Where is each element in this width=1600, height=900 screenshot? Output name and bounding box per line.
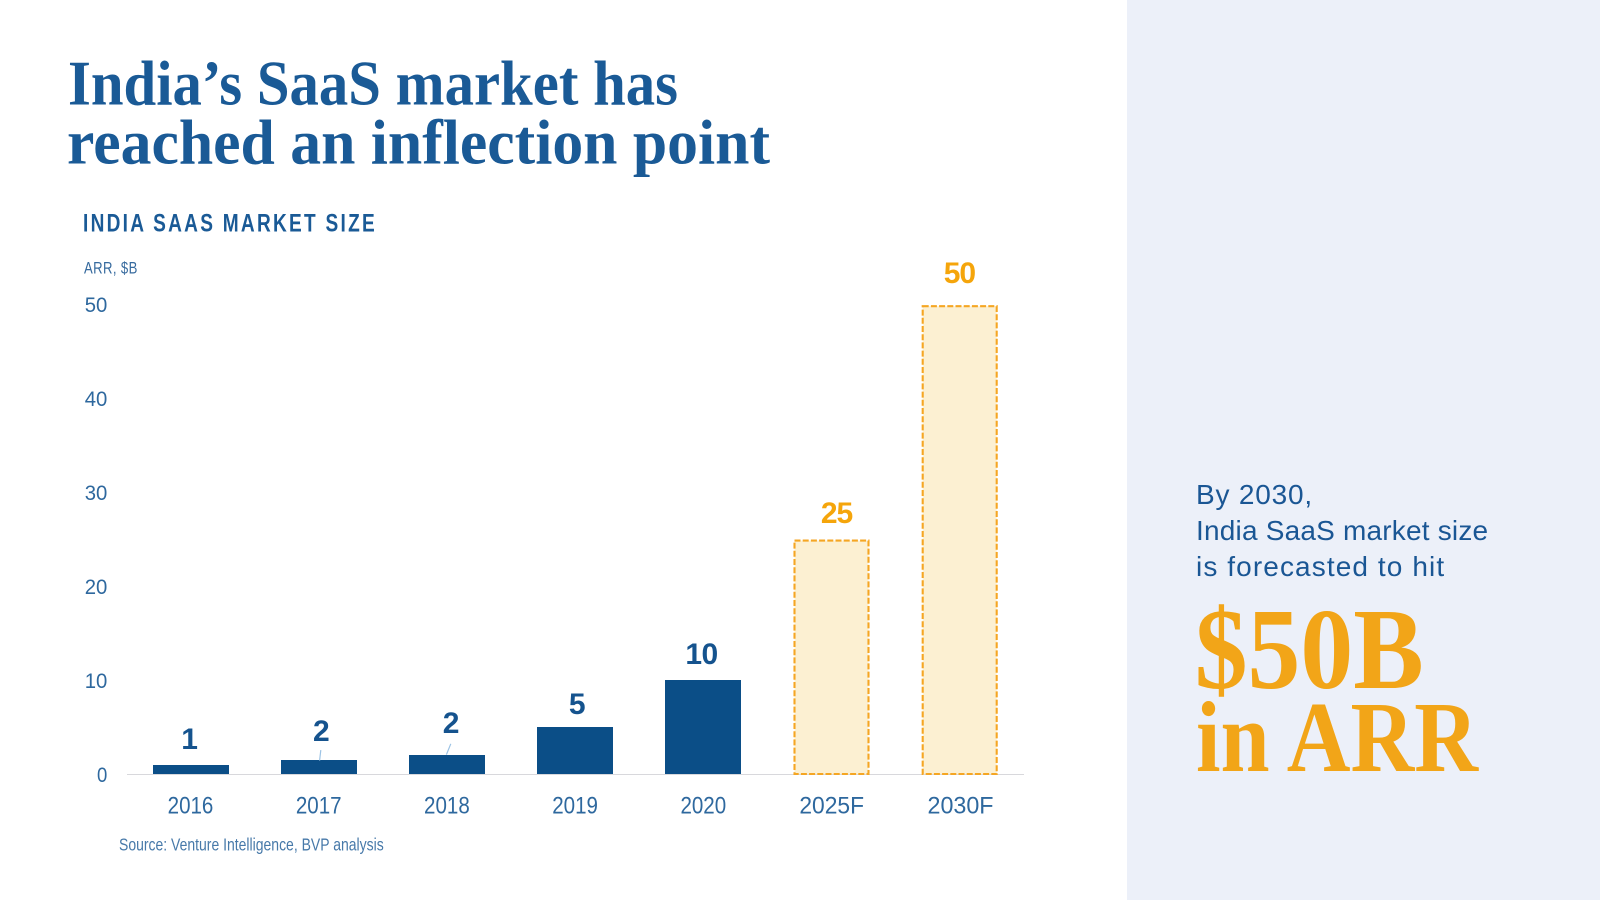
svg-text:in ARR: in ARR [1196,681,1479,793]
svg-text:0: 0 [97,764,107,787]
svg-text:2019: 2019 [552,793,598,820]
svg-text:2025F: 2025F [799,793,864,820]
svg-text:40: 40 [85,388,108,411]
svg-text:reached an inflection point: reached an inflection point [67,107,770,177]
svg-text:ARR, $B: ARR, $B [84,259,138,278]
svg-text:2017: 2017 [296,793,342,820]
svg-text:50: 50 [85,294,108,317]
svg-text:20: 20 [85,576,108,599]
svg-text:INDIA SAAS MARKET SIZE: INDIA SAAS MARKET SIZE [83,210,377,238]
svg-text:2020: 2020 [680,793,726,820]
svg-text:2018: 2018 [424,793,470,820]
svg-text:India’s SaaS market has: India’s SaaS market has [68,49,678,119]
svg-text:2016: 2016 [168,793,214,820]
svg-text:2030F: 2030F [928,793,994,820]
svg-text:Source: Venture Intelligence,: Source: Venture Intelligence, BVP analys… [119,834,384,854]
svg-text:$50B: $50B [1195,586,1424,714]
svg-text:30: 30 [85,482,108,505]
svg-text:10: 10 [85,670,108,693]
